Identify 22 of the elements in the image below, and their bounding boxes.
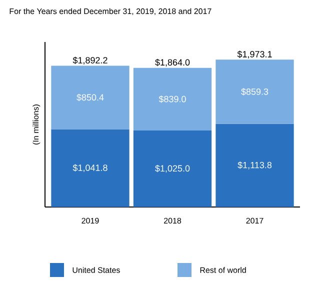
bar — [51, 66, 130, 130]
data-label: $1,113.8 — [238, 162, 272, 170]
x-tick-label: 2019 — [82, 218, 99, 224]
total-label: $1,892.2 — [72, 56, 108, 65]
bar — [133, 130, 212, 207]
total-label: $1,973.1 — [237, 50, 272, 58]
legend-label: United States — [72, 267, 120, 273]
chart-title: For the Years ended December 31, 2019, 2018 and 2017 — [10, 8, 212, 16]
total-label: $1,864.0 — [155, 58, 190, 67]
y-axis-title: (In millions) — [32, 104, 40, 144]
data-label: $1,025.0 — [155, 164, 190, 173]
bar — [216, 124, 294, 207]
data-label: $1,041.8 — [72, 164, 108, 172]
bar — [216, 60, 294, 124]
x-tick-label: 2018 — [164, 218, 182, 224]
x-tick-label: 2017 — [246, 218, 264, 224]
bar — [133, 68, 212, 130]
bar — [51, 129, 130, 207]
data-label: $839.0 — [158, 96, 186, 103]
legend-label: Rest of world — [200, 267, 246, 273]
data-label: $859.3 — [241, 88, 268, 96]
data-label: $850.4 — [76, 94, 104, 102]
